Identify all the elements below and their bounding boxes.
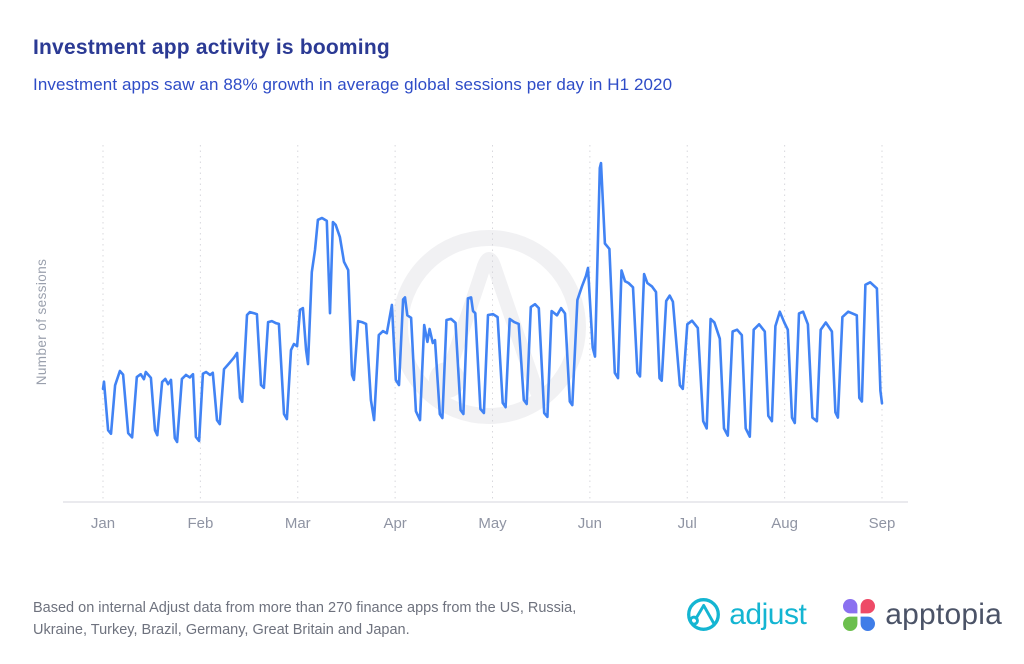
adjust-wordmark: adjust [729, 597, 807, 631]
x-tick-label: Jun [578, 515, 602, 532]
x-tick-label: Sep [869, 515, 896, 532]
x-tick-label: Apr [383, 515, 406, 532]
x-tick-label: Jul [678, 515, 697, 532]
sessions-line-series [101, 161, 884, 444]
x-tick-label: Feb [187, 515, 213, 532]
month-gridlines [102, 145, 883, 502]
page-title: Investment app activity is booming [33, 36, 390, 59]
apptopia-petal [860, 598, 876, 613]
source-note-line2: Ukraine, Turkey, Brazil, Germany, Great … [33, 622, 410, 638]
apptopia-wordmark: apptopia [885, 597, 1002, 631]
source-note-line1: Based on internal Adjust data from more … [33, 600, 577, 616]
y-axis-label: Number of sessions [34, 259, 49, 386]
x-tick-label: Mar [285, 515, 311, 532]
apptopia-pinwheel-icon [843, 598, 876, 631]
apptopia-petal [843, 598, 858, 613]
apptopia-petal [860, 616, 876, 631]
x-tick-label: May [478, 515, 507, 532]
brand-logos: adjust apptopia [685, 596, 1002, 633]
sessions-line-chart: Jan Feb Mar Apr May Jun Jul Aug Sep Number of se… [34, 145, 908, 532]
adjust-icon [687, 598, 721, 631]
source-note: Based on internal Adjust data from more … [33, 597, 576, 641]
apptopia-petal [843, 616, 858, 631]
x-tick-label: Aug [771, 515, 798, 532]
x-tick-label: Jan [91, 515, 115, 532]
page-subtitle: Investment apps saw an 88% growth in ave… [33, 75, 673, 94]
adjust-logo: adjust [685, 596, 807, 633]
apptopia-logo: apptopia [842, 598, 1002, 632]
x-tick-labels: Jan Feb Mar Apr May Jun Jul Aug Sep [91, 515, 895, 532]
